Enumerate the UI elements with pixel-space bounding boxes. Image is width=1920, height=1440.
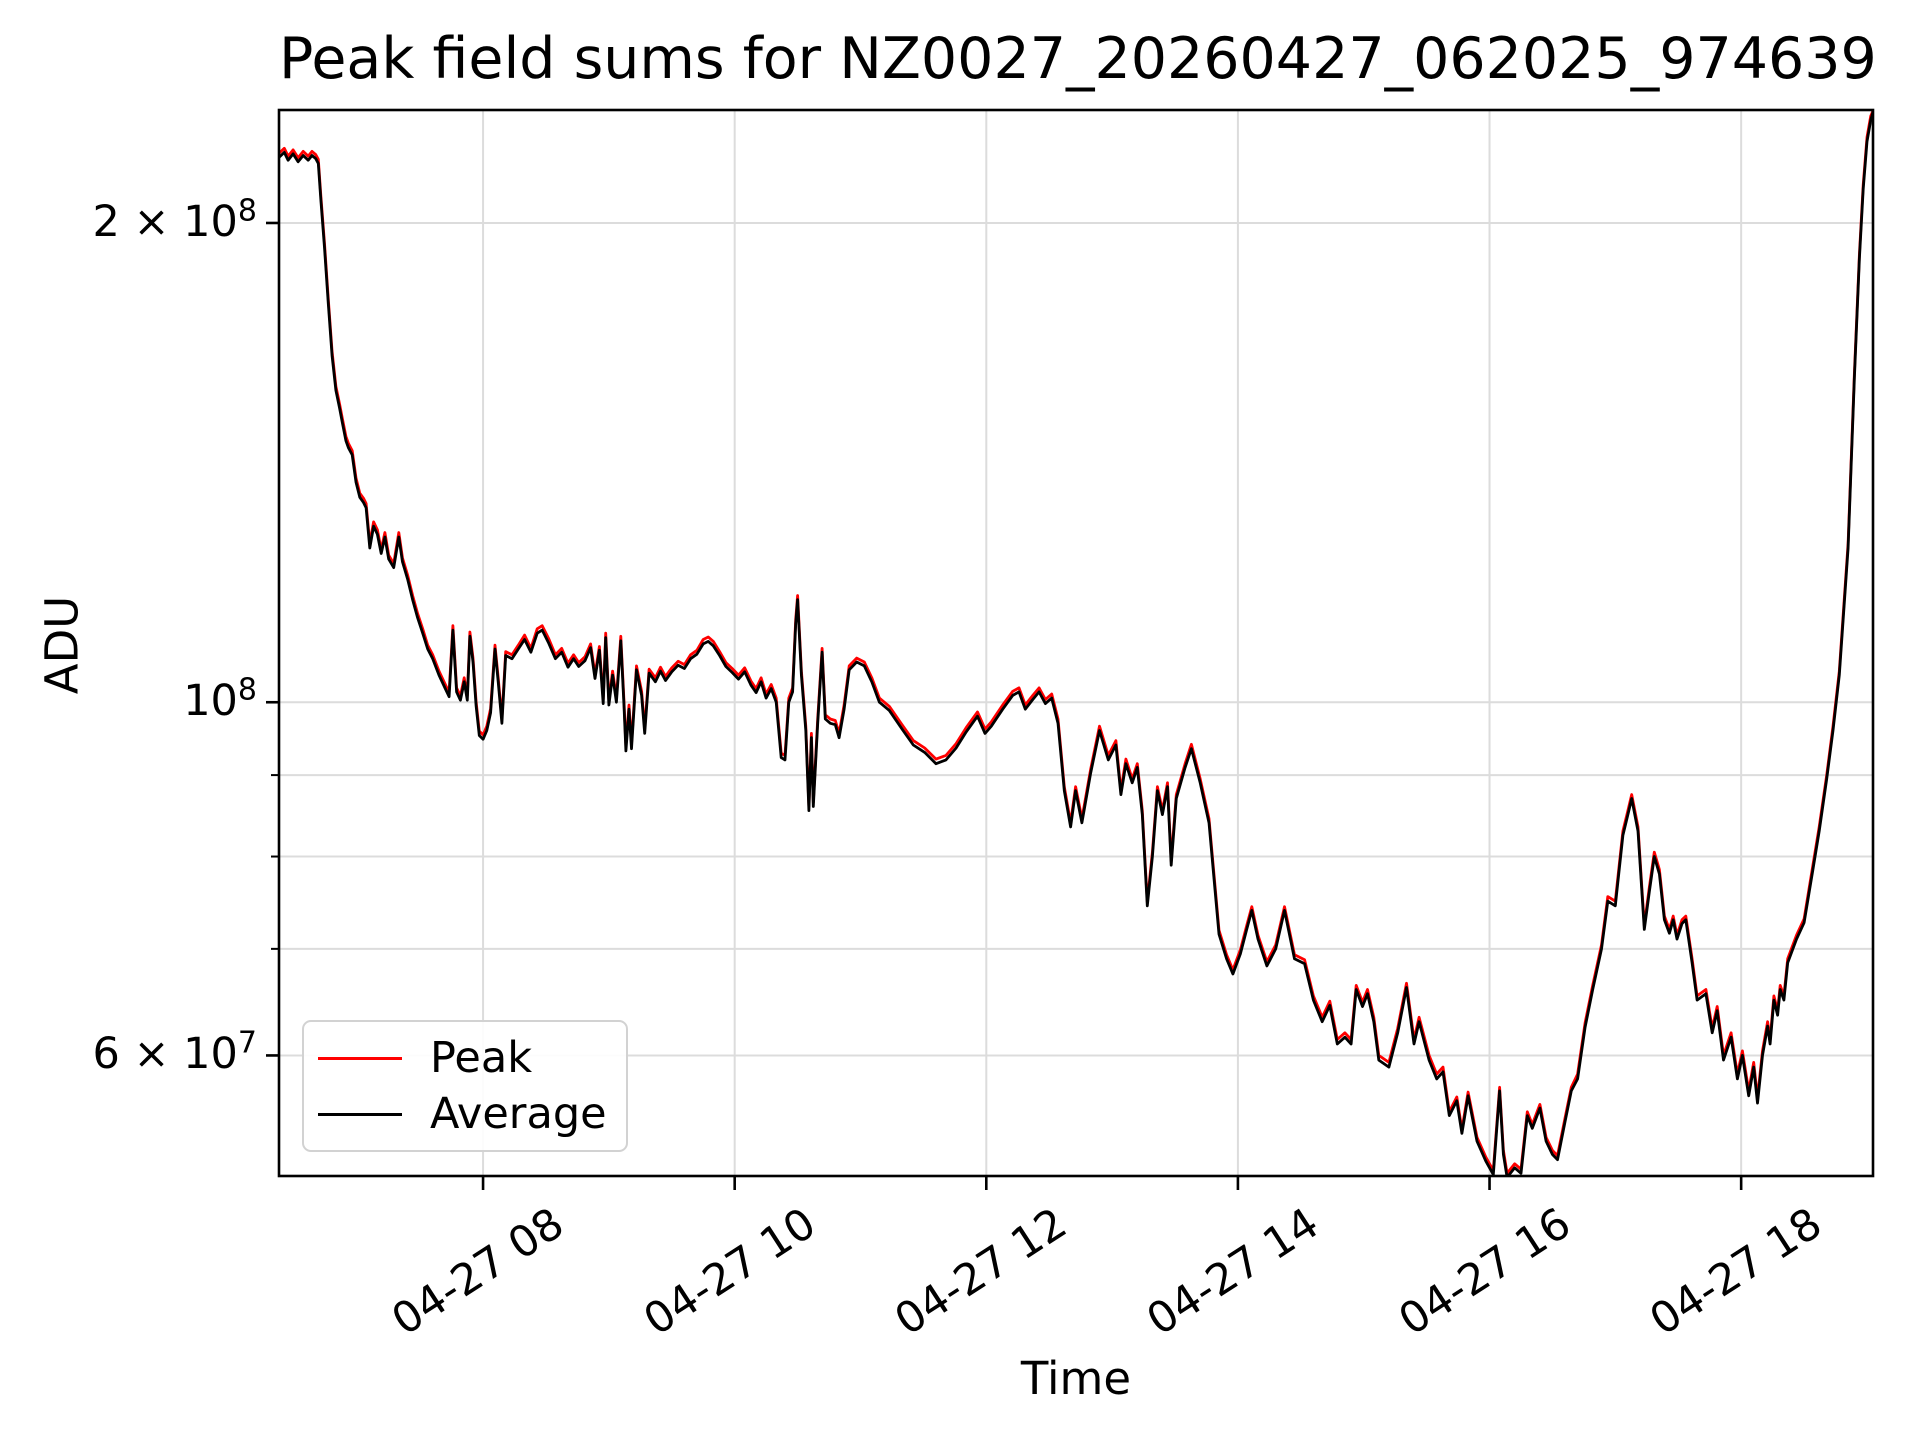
x-axis-label: Time [1020, 1352, 1132, 1405]
legend-entry-peak: Peak [318, 1032, 612, 1084]
y-axis-label: ADU [35, 595, 89, 695]
y-tick-label: 2 × 108 [92, 193, 257, 247]
y-tick-label: 6 × 107 [92, 1026, 257, 1080]
legend-line-sample-peak [318, 1056, 402, 1060]
series-line-average [279, 110, 1873, 1176]
y-tick-label: 108 [183, 672, 257, 727]
legend-entry-average: Average [318, 1088, 612, 1140]
legend-label-peak: Peak [430, 1032, 533, 1083]
axes-frame [277, 108, 1875, 1178]
legend: Peak Average [302, 1020, 628, 1152]
legend-label-average: Average [430, 1088, 607, 1139]
legend-line-sample-average [318, 1112, 402, 1116]
series-line-peak [279, 110, 1873, 1175]
chart-title: Peak field sums for NZ0027_20260427_0620… [279, 26, 1877, 92]
